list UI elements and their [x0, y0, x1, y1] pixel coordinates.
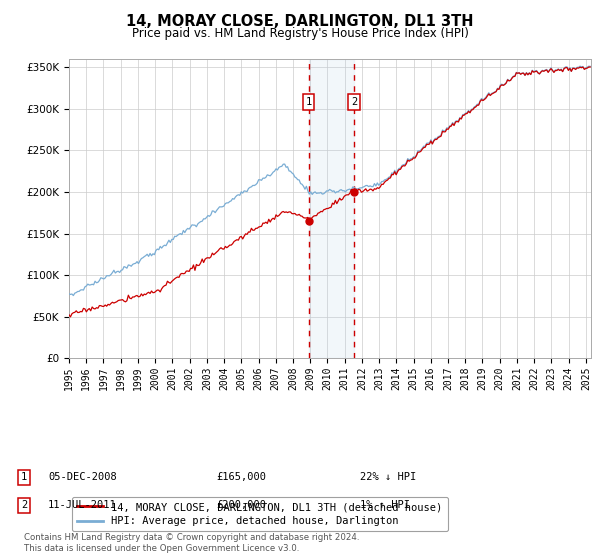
Text: 2: 2	[21, 500, 27, 510]
Text: £165,000: £165,000	[216, 472, 266, 482]
Text: 11-JUL-2011: 11-JUL-2011	[48, 500, 117, 510]
Text: 14, MORAY CLOSE, DARLINGTON, DL1 3TH: 14, MORAY CLOSE, DARLINGTON, DL1 3TH	[126, 14, 474, 29]
Text: £200,000: £200,000	[216, 500, 266, 510]
Text: Contains HM Land Registry data © Crown copyright and database right 2024.
This d: Contains HM Land Registry data © Crown c…	[24, 533, 359, 553]
Text: 1: 1	[305, 97, 312, 107]
Text: Price paid vs. HM Land Registry's House Price Index (HPI): Price paid vs. HM Land Registry's House …	[131, 27, 469, 40]
Text: 1: 1	[21, 472, 27, 482]
Legend: 14, MORAY CLOSE, DARLINGTON, DL1 3TH (detached house), HPI: Average price, detac: 14, MORAY CLOSE, DARLINGTON, DL1 3TH (de…	[71, 497, 448, 531]
Text: 2: 2	[351, 97, 357, 107]
Text: 22% ↓ HPI: 22% ↓ HPI	[360, 472, 416, 482]
Bar	[309, 59, 354, 358]
Text: 05-DEC-2008: 05-DEC-2008	[48, 472, 117, 482]
Text: 1% ↑ HPI: 1% ↑ HPI	[360, 500, 410, 510]
